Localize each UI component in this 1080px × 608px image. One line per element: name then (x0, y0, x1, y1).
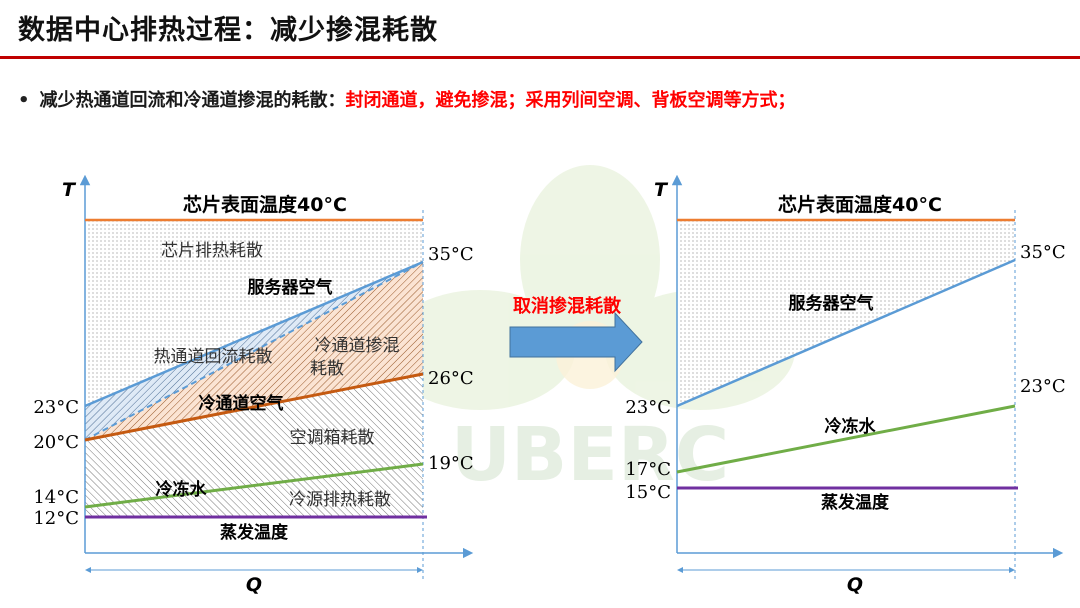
left-diagram: T Q 芯片表面温度40°C 芯片排热耗散 服务器空气 热通道回流耗散 冷通道掺… (33, 174, 474, 596)
left-cold-source-label: 冷源排热耗散 (289, 490, 391, 510)
right-chilled-water-label: 冷冻水 (825, 416, 877, 437)
left-temp-water-in: 14°C (33, 487, 79, 508)
transition-arrow-icon (509, 311, 643, 373)
left-chip-dissipation-region (85, 220, 423, 406)
left-cold-aisle-line (84, 372, 424, 442)
left-server-air-line (84, 260, 424, 408)
bullet-dot: • (18, 90, 30, 111)
left-cold-source-region (85, 464, 423, 517)
left-temp-cold-in: 20°C (33, 432, 79, 453)
left-temp-cold-out: 26°C (428, 368, 474, 389)
arrow-caption: 取消掺混耗散 (513, 296, 621, 317)
left-y-axis-label: T (62, 179, 77, 201)
right-temp-water-out: 23°C (1020, 376, 1066, 397)
left-chilled-water-label: 冷冻水 (156, 479, 208, 500)
right-server-air-label: 服务器空气 (789, 293, 874, 314)
left-hot-return-label: 热通道回流耗散 (154, 347, 273, 367)
left-temp-server-in: 23°C (33, 397, 79, 418)
left-return-mix-line (84, 261, 424, 441)
right-temp-server-in: 23°C (625, 397, 671, 418)
left-chip-dissipation-label: 芯片排热耗散 (161, 241, 263, 261)
right-y-axis-label: T (654, 179, 669, 201)
title-rule (0, 56, 1080, 59)
right-diagram: T Q 芯片表面温度40°C 服务器空气 冷冻水 蒸发温度 23°C 35°C … (625, 174, 1066, 596)
left-evaporation-label: 蒸发温度 (220, 522, 289, 543)
right-evaporation-label: 蒸发温度 (821, 492, 890, 513)
left-x-axis-label: Q (246, 574, 262, 596)
left-temp-server-out: 35°C (428, 244, 474, 265)
bullet-red-text: 封闭通道，避免掺混；采用列间空调、背板空调等方式； (345, 90, 796, 111)
bullet-black-text: 减少热通道回流和冷通道掺混的耗散： (39, 90, 346, 111)
left-cold-mix-label-line1: 冷通道掺混 (315, 336, 400, 356)
left-cold-mix-label-line2: 耗散 (310, 359, 344, 379)
right-chip-dissipation-region (677, 220, 1015, 406)
right-temp-server-out: 35°C (1020, 242, 1066, 263)
right-x-axis-label: Q (847, 574, 863, 596)
page-title: 数据中心排热过程：减少掺混耗散 (18, 15, 438, 46)
right-temp-evap: 15°C (625, 482, 671, 503)
right-server-air-line (676, 258, 1016, 408)
left-chilled-water-line (84, 462, 424, 509)
left-cold-aisle-label: 冷通道空气 (199, 393, 284, 414)
left-temp-water-out: 19°C (428, 453, 474, 474)
left-server-air-label: 服务器空气 (248, 277, 333, 298)
right-temp-water-in: 17°C (625, 459, 671, 480)
transition-arrow (509, 311, 643, 373)
left-temp-evap: 12°C (33, 508, 79, 529)
left-chip-label: 芯片表面温度40°C (183, 193, 347, 216)
bullet-line: • 减少热通道回流和冷通道掺混的耗散：封闭通道，避免掺混；采用列间空调、背板空调等… (18, 86, 796, 112)
right-chilled-water-line (676, 404, 1016, 474)
right-chip-label: 芯片表面温度40°C (778, 193, 942, 216)
left-crac-label: 空调箱耗散 (290, 428, 375, 448)
